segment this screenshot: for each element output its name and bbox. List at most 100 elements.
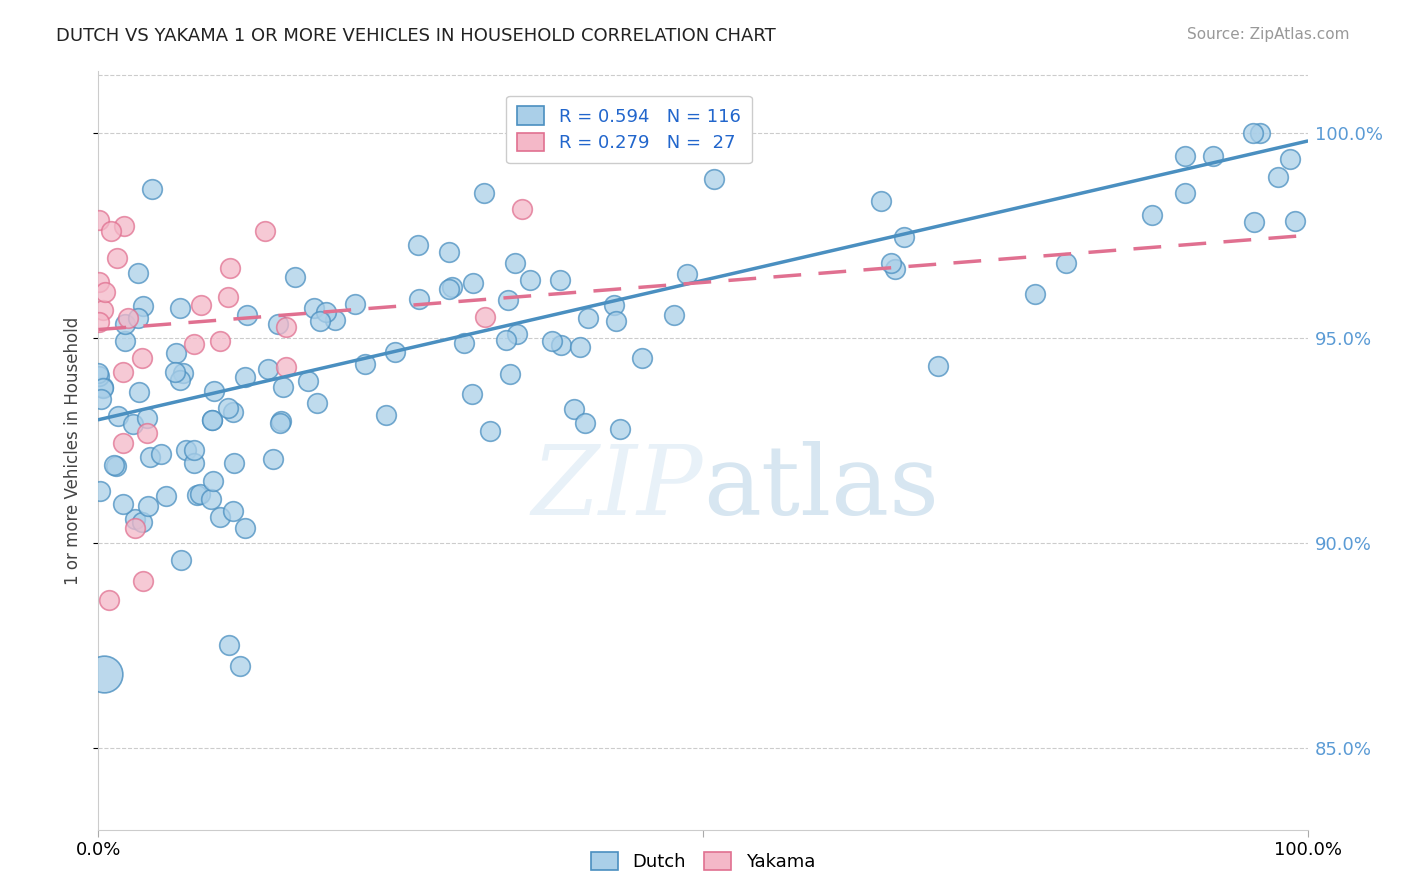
Point bbox=[453, 336, 475, 351]
Point bbox=[478, 425, 501, 439]
Point bbox=[217, 401, 239, 416]
Point bbox=[353, 357, 375, 371]
Point bbox=[128, 384, 150, 399]
Point bbox=[169, 301, 191, 315]
Point bbox=[131, 351, 153, 365]
Point bbox=[323, 313, 346, 327]
Point bbox=[631, 351, 654, 366]
Point bbox=[1279, 152, 1302, 166]
Point bbox=[190, 486, 212, 500]
Point bbox=[297, 374, 319, 388]
Point bbox=[235, 308, 257, 322]
Point bbox=[461, 387, 484, 401]
Point bbox=[94, 285, 117, 299]
Point bbox=[1140, 208, 1163, 222]
Point bbox=[1174, 149, 1197, 163]
Text: DUTCH VS YAKAMA 1 OR MORE VEHICLES IN HOUSEHOLD CORRELATION CHART: DUTCH VS YAKAMA 1 OR MORE VEHICLES IN HO… bbox=[56, 27, 776, 45]
Point bbox=[408, 237, 430, 252]
Point bbox=[124, 512, 146, 526]
Point bbox=[605, 314, 627, 328]
Point bbox=[163, 364, 186, 378]
Point bbox=[271, 379, 294, 393]
Point bbox=[262, 451, 284, 466]
Point bbox=[219, 261, 242, 276]
Point bbox=[307, 396, 329, 410]
Point bbox=[91, 303, 114, 318]
Point bbox=[927, 359, 949, 373]
Point bbox=[172, 367, 194, 381]
Point bbox=[510, 202, 533, 217]
Point bbox=[1174, 186, 1197, 201]
Legend: R = 0.594   N = 116, R = 0.279   N =  27: R = 0.594 N = 116, R = 0.279 N = 27 bbox=[506, 95, 752, 163]
Point bbox=[190, 298, 212, 312]
Point bbox=[139, 450, 162, 465]
Point bbox=[384, 345, 406, 359]
Point bbox=[308, 314, 330, 328]
Point bbox=[662, 308, 685, 322]
Point bbox=[209, 334, 232, 348]
Point bbox=[112, 219, 135, 233]
Text: atlas: atlas bbox=[703, 442, 939, 535]
Point bbox=[218, 638, 240, 652]
Point bbox=[112, 365, 135, 379]
Point bbox=[105, 252, 128, 266]
Point bbox=[1284, 213, 1306, 227]
Point bbox=[91, 381, 114, 395]
Point bbox=[169, 373, 191, 387]
Point bbox=[548, 273, 571, 287]
Point bbox=[562, 402, 585, 417]
Y-axis label: 1 or more Vehicles in Household: 1 or more Vehicles in Household bbox=[65, 317, 83, 584]
Point bbox=[114, 317, 136, 331]
Point bbox=[132, 574, 155, 588]
Point bbox=[257, 361, 280, 376]
Text: ZIP: ZIP bbox=[531, 442, 703, 535]
Point bbox=[550, 337, 572, 351]
Point bbox=[136, 500, 159, 514]
Point bbox=[609, 422, 631, 436]
Point bbox=[603, 298, 626, 312]
Point bbox=[89, 276, 111, 290]
Point bbox=[183, 337, 205, 351]
Point bbox=[132, 299, 155, 313]
Point bbox=[165, 345, 187, 359]
Point bbox=[87, 366, 110, 380]
Point bbox=[1024, 287, 1046, 301]
Point bbox=[222, 504, 245, 518]
Point bbox=[183, 456, 205, 470]
Legend: Dutch, Yakama: Dutch, Yakama bbox=[583, 845, 823, 879]
Point bbox=[124, 521, 146, 535]
Point bbox=[93, 666, 115, 681]
Point bbox=[89, 316, 111, 330]
Point bbox=[170, 552, 193, 566]
Point bbox=[474, 310, 496, 325]
Point bbox=[183, 442, 205, 457]
Point bbox=[1249, 126, 1271, 140]
Point bbox=[200, 491, 222, 506]
Point bbox=[217, 290, 239, 304]
Point bbox=[131, 515, 153, 529]
Point bbox=[437, 282, 460, 296]
Point bbox=[574, 417, 596, 431]
Point bbox=[208, 509, 231, 524]
Point bbox=[87, 369, 110, 384]
Point bbox=[880, 256, 903, 270]
Point bbox=[437, 245, 460, 260]
Point bbox=[202, 474, 225, 488]
Point bbox=[104, 459, 127, 474]
Point bbox=[408, 293, 430, 307]
Point bbox=[117, 311, 139, 326]
Point bbox=[89, 484, 111, 499]
Point bbox=[100, 224, 122, 238]
Point bbox=[495, 333, 517, 347]
Point bbox=[870, 194, 893, 208]
Point bbox=[440, 280, 463, 294]
Point bbox=[703, 172, 725, 186]
Point bbox=[510, 126, 533, 140]
Point bbox=[718, 129, 741, 144]
Text: Source: ZipAtlas.com: Source: ZipAtlas.com bbox=[1187, 27, 1350, 42]
Point bbox=[224, 456, 246, 470]
Point bbox=[496, 293, 519, 307]
Point bbox=[506, 326, 529, 341]
Point bbox=[201, 412, 224, 426]
Point bbox=[176, 442, 198, 457]
